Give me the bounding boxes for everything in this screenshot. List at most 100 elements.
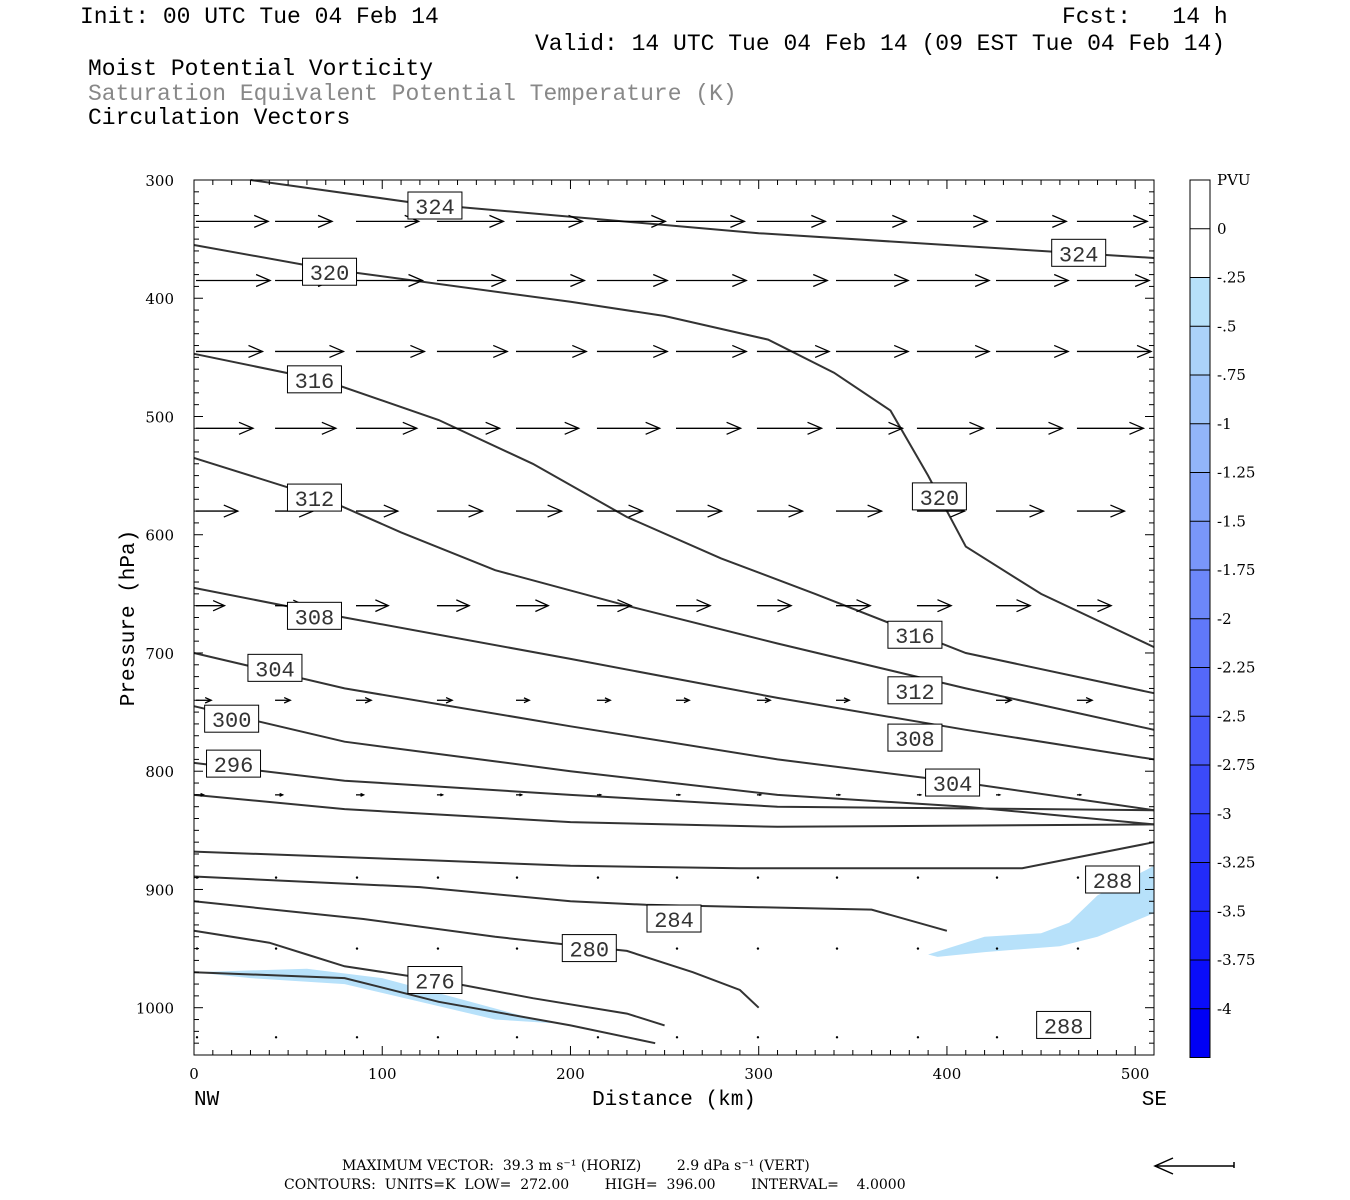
vector-arrow <box>836 421 905 435</box>
vector-arrow <box>275 344 346 359</box>
contour-line <box>193 652 1155 812</box>
vector-arrow <box>756 793 763 797</box>
y-tick-label: 900 <box>145 881 174 899</box>
x-tick-label: 500 <box>1121 1065 1150 1083</box>
colorbar-segment <box>1190 960 1210 1010</box>
vector-arrow <box>1076 273 1151 288</box>
x-tick-label: 200 <box>556 1065 585 1083</box>
colorbar-segment <box>1190 667 1210 717</box>
svg-text:320: 320 <box>920 487 960 512</box>
vector-arrow <box>916 599 953 613</box>
vector-arrow <box>1076 344 1153 359</box>
colorbar-tick-label: 0 <box>1217 220 1227 238</box>
svg-text:284: 284 <box>654 909 694 934</box>
svg-text:312: 312 <box>895 681 935 706</box>
vector-arrow <box>995 947 999 950</box>
field-title-pv: Moist Potential Vorticity <box>88 56 434 82</box>
vector-arrow <box>196 504 240 518</box>
svg-text:308: 308 <box>895 728 935 753</box>
vector-arrow <box>436 504 485 518</box>
colorbar-tick-label: -3.5 <box>1217 902 1246 920</box>
vector-arrow <box>676 273 748 288</box>
contour-label: 308 <box>887 723 943 753</box>
vector-arrow <box>196 421 255 435</box>
vector-arrow <box>596 876 600 879</box>
contour-line <box>193 705 1155 826</box>
colorbar-tick-label: -2 <box>1217 610 1232 628</box>
vector-arrow <box>196 214 270 228</box>
vector-arrow <box>756 273 829 288</box>
contour-line <box>250 179 1155 259</box>
vector-arrow <box>676 793 682 797</box>
vector-arrow <box>675 876 679 879</box>
vector-arrow <box>1076 696 1094 704</box>
vector-arrow <box>836 273 910 288</box>
vector-arrow <box>676 697 691 704</box>
vector-arrow <box>996 273 1070 288</box>
vector-arrow <box>436 421 502 435</box>
vector-arrow <box>596 214 667 228</box>
vector-arrow <box>274 947 278 950</box>
contour-label: 300 <box>204 704 260 734</box>
x-endpoint-left: NW <box>194 1089 220 1112</box>
colorbar-segment <box>1190 375 1210 425</box>
vector-arrow <box>436 876 440 879</box>
vector-arrow <box>436 214 506 228</box>
contour-line <box>193 761 1155 812</box>
contour-label: 288 <box>1036 1010 1092 1040</box>
field-title-theta-es: Saturation Equivalent Potential Temperat… <box>88 81 737 107</box>
vector-arrow <box>516 697 531 704</box>
vector-arrow <box>356 421 419 435</box>
colorbar-segment <box>1190 716 1210 766</box>
vector-arrow <box>756 1036 760 1039</box>
contour-line <box>193 929 665 1027</box>
vector-arrow <box>275 696 292 704</box>
vector-arrow <box>1076 876 1080 879</box>
colorbar-segment <box>1190 813 1210 863</box>
y-tick-label: 800 <box>145 763 174 781</box>
vector-arrow <box>436 793 445 797</box>
contour-label: 312 <box>286 483 342 513</box>
pv-region <box>194 968 552 1024</box>
contour-label: 296 <box>206 749 262 779</box>
vector-arrow <box>835 947 839 950</box>
max-vector-note: MAXIMUM VECTOR: 39.3 m s⁻¹ (HORIZ) 2.9 d… <box>342 1158 810 1174</box>
vector-arrow <box>675 1036 679 1039</box>
vector-arrow <box>196 273 272 288</box>
y-tick-label: 1000 <box>136 1000 174 1018</box>
colorbar-segment <box>1190 911 1210 961</box>
vector-arrow <box>436 599 471 613</box>
vector-arrow <box>356 599 390 613</box>
y-tick-label: 500 <box>145 408 174 426</box>
vector-arrow <box>516 273 587 288</box>
vector-arrow <box>996 421 1065 435</box>
colorbar-tick-label: -2.5 <box>1217 707 1246 725</box>
contour-info-note: CONTOURS: UNITS=K LOW= 272.00 HIGH= 396.… <box>284 1177 906 1193</box>
vector-arrow <box>1076 793 1083 797</box>
vector-arrow <box>916 273 991 288</box>
vector-arrow <box>836 504 884 518</box>
vector-arrow <box>996 344 1070 359</box>
vector-arrow <box>436 696 454 704</box>
vector-arrow <box>756 214 827 228</box>
colorbar: 0 -.25 -.5 -.75 -1 -1.25 -1.5 -1.75 -2 -2.25 -2.5 -… <box>1189 179 1255 1058</box>
contour-label: 320 <box>302 257 358 287</box>
contour-line <box>193 971 656 1045</box>
vector-arrow <box>916 421 986 435</box>
contour-label-layer: 324 324 320 320 316 316 312 312 308 308 304 304 300 2… <box>204 191 1141 1040</box>
colorbar-segment <box>1190 570 1210 620</box>
y-tick-label: 400 <box>145 290 174 308</box>
colorbar-tick-label: -3.25 <box>1217 854 1255 872</box>
colorbar-tick-label: -1.25 <box>1217 464 1255 482</box>
colorbar-segment <box>1190 228 1210 278</box>
contour-label: 304 <box>925 768 981 798</box>
vector-arrow <box>916 876 920 879</box>
vector-arrow <box>355 1036 359 1039</box>
colorbar-segment <box>1190 326 1210 376</box>
vector-arrow <box>515 947 519 950</box>
vector-arrow <box>356 696 373 704</box>
vector-arrow <box>196 599 227 612</box>
svg-text:324: 324 <box>1059 243 1099 268</box>
vector-arrow <box>676 344 748 359</box>
x-endpoint-right: SE <box>1142 1089 1167 1112</box>
